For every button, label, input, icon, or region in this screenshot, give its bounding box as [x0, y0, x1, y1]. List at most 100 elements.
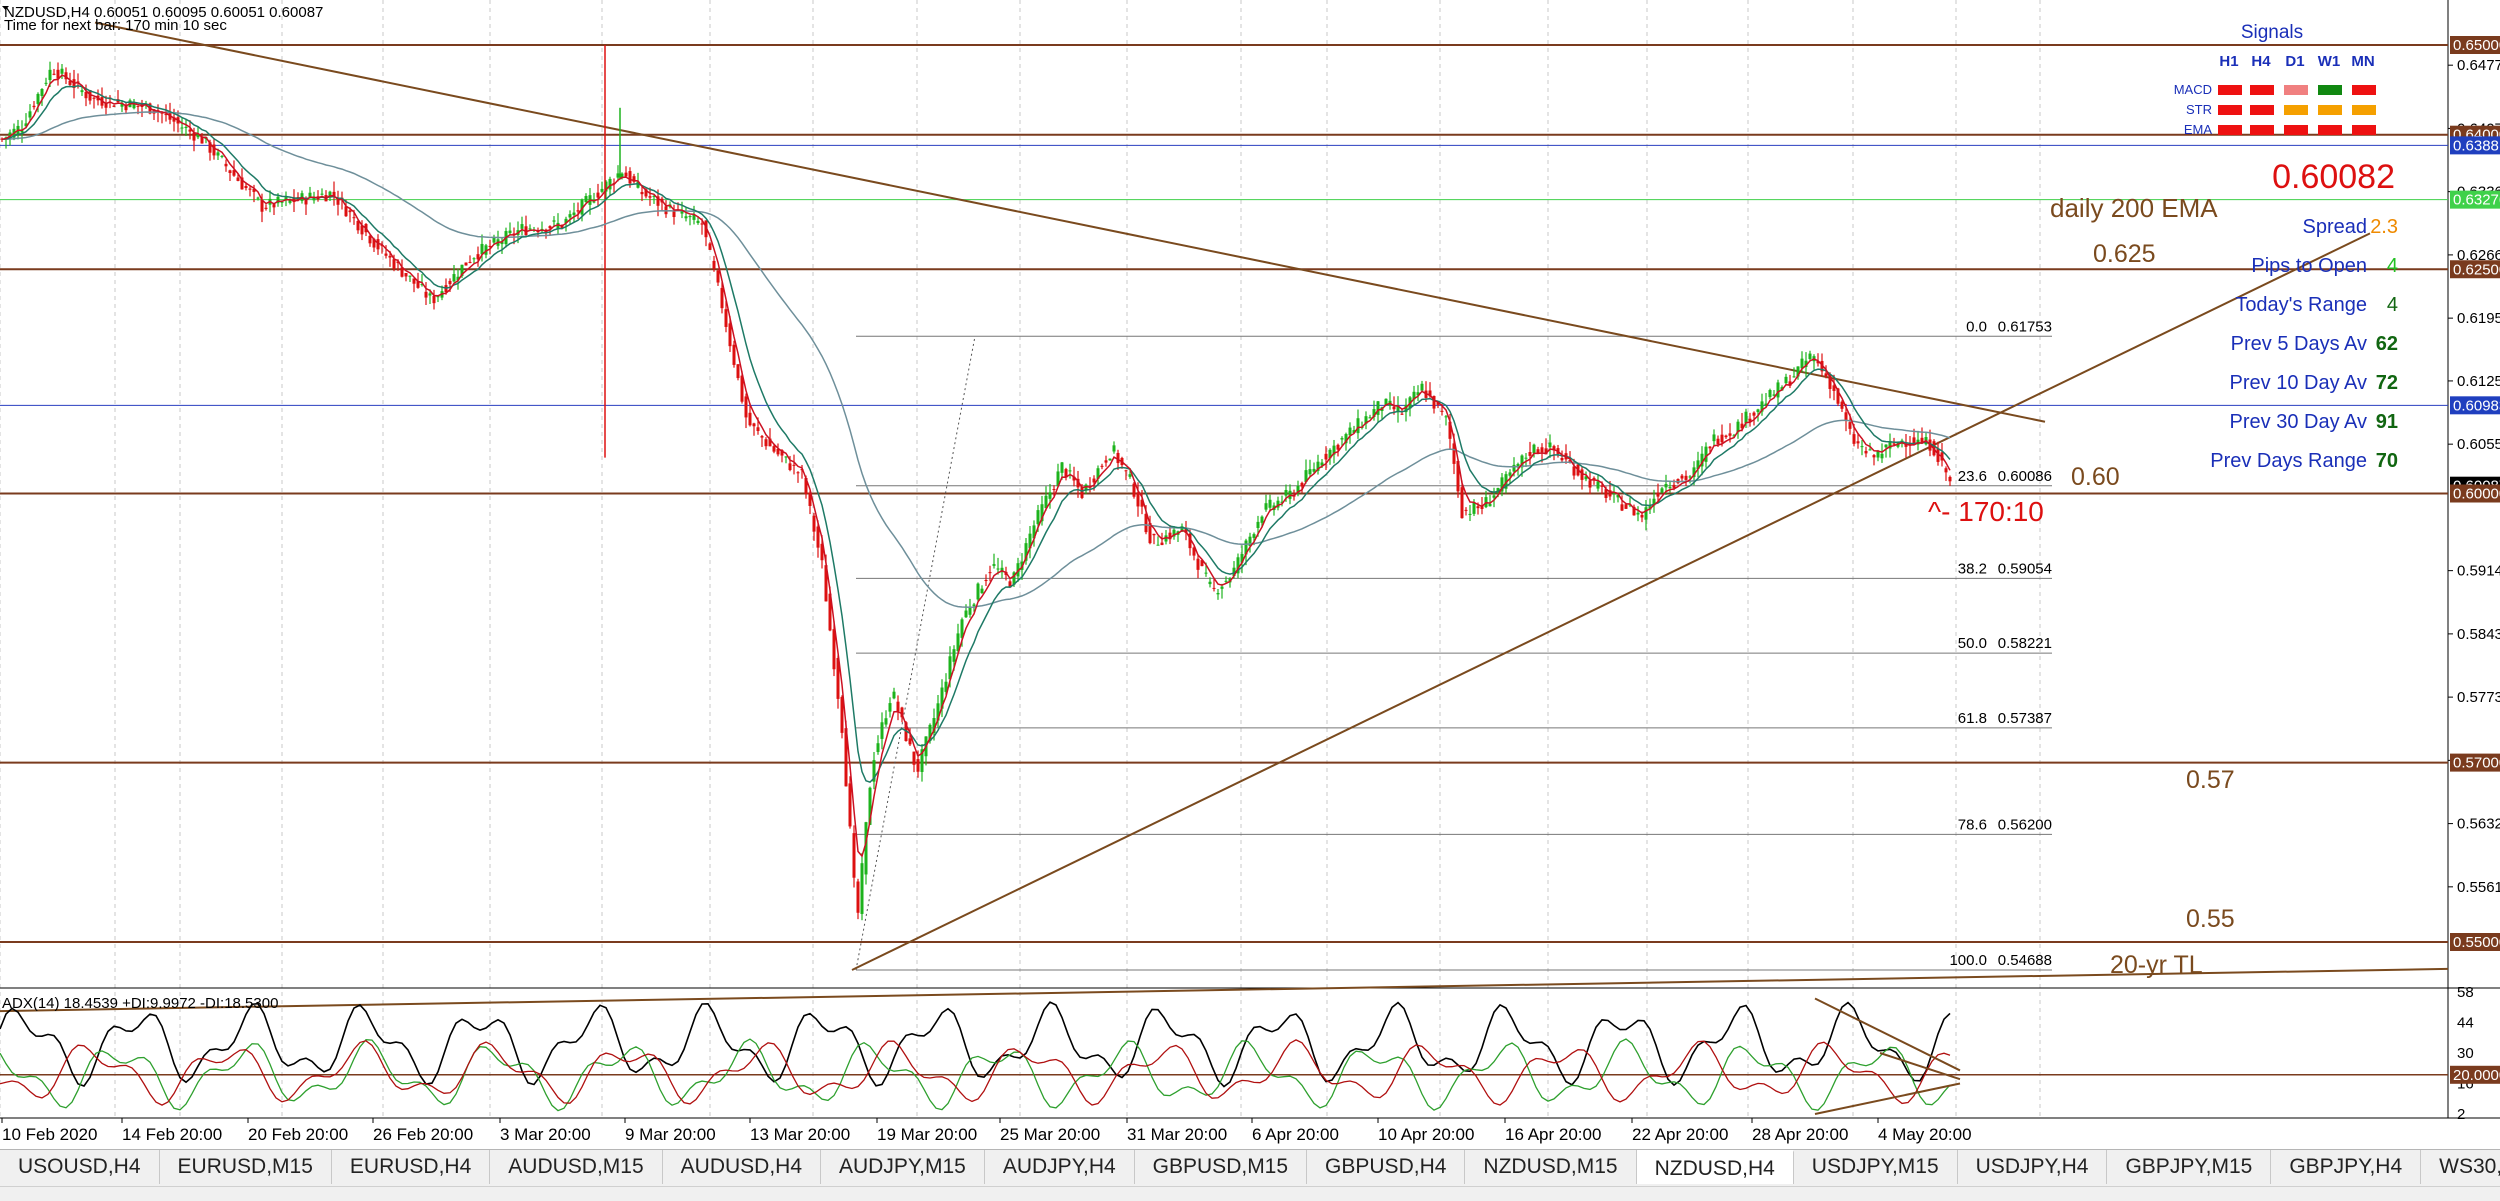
time-axis-label: 4 May 20:00 — [1878, 1125, 1972, 1144]
price-chart[interactable]: 0.61753 0.0 0.60086 23.6 0.59054 38.2 0.58221 5… — [0, 0, 2500, 1148]
candle-body — [1348, 427, 1352, 436]
candle-body — [844, 728, 848, 787]
todays-range-label: Today's Range — [2235, 294, 2367, 316]
chart-tab[interactable]: USDJPY,H4 — [1958, 1150, 2108, 1184]
candle-body — [1204, 572, 1208, 574]
candle-body — [1480, 505, 1484, 509]
candle-body — [1412, 391, 1416, 400]
candle-body — [892, 691, 896, 699]
candle-body — [1644, 507, 1648, 520]
candle-body — [1776, 382, 1780, 398]
fibo-level-label: 0.56200 — [1998, 816, 2052, 833]
candle-body — [1524, 457, 1528, 459]
candle-body — [556, 222, 560, 229]
candle-body — [1796, 366, 1800, 377]
chart-tab[interactable]: AUDUSD,H4 — [663, 1150, 821, 1184]
candle-body — [404, 272, 408, 277]
prev30-label: Prev 30 Day Av — [2230, 411, 2367, 433]
plot-layer: 0.61753 0.0 0.60086 23.6 0.59054 38.2 0.58221 5… — [0, 0, 2500, 1119]
chart-tab[interactable]: GBPUSD,H4 — [1307, 1150, 1466, 1184]
candle-body — [484, 245, 488, 255]
pips-to-open-label: Pips to Open — [2251, 255, 2367, 277]
candle-body — [1136, 492, 1140, 507]
candle-body — [1608, 490, 1612, 497]
candle-body — [1672, 484, 1676, 488]
price-axis-label: 0.61255 — [2457, 373, 2500, 390]
candle-body — [1328, 449, 1332, 459]
adx-trendline — [1814, 997, 1961, 1072]
candle-body — [864, 822, 868, 875]
chart-tab[interactable]: EURUSD,H4 — [332, 1150, 491, 1184]
candle-body — [8, 132, 12, 138]
candle-body — [1232, 567, 1236, 576]
candle-body — [1880, 453, 1884, 459]
candle-body — [1612, 492, 1616, 494]
chart-tab[interactable]: GBPJPY,M15 — [2107, 1150, 2272, 1184]
candle-body — [1064, 469, 1068, 478]
candle-body — [492, 237, 496, 243]
candle-body — [1040, 504, 1044, 522]
adx-axis-label: 44 — [2457, 1015, 2474, 1032]
candle-body — [584, 196, 588, 203]
fibo-level-label: 0.59054 — [1998, 560, 2052, 577]
signal-row-label: MACD — [2174, 82, 2212, 97]
candle-body — [928, 724, 932, 742]
candle-body — [784, 456, 788, 458]
candle-body — [636, 181, 640, 188]
candle-body — [1704, 446, 1708, 462]
candle-body — [1496, 487, 1500, 493]
candle-body — [1800, 358, 1804, 369]
candle-body — [420, 284, 424, 286]
candle-body — [396, 261, 400, 264]
chart-tab[interactable]: AUDUSD,M15 — [490, 1150, 663, 1184]
chart-tab[interactable]: AUDJPY,H4 — [985, 1150, 1135, 1184]
candle-body — [1936, 448, 1940, 462]
candle-body — [248, 188, 252, 190]
candle-body — [1664, 483, 1668, 488]
candle-body — [952, 649, 956, 662]
chart-tab[interactable]: GBPUSD,M15 — [1135, 1150, 1308, 1184]
candle-body — [48, 69, 52, 80]
chart-tab[interactable]: WS30,M15 — [2421, 1150, 2500, 1184]
chart-tab[interactable]: NZDUSD,M15 — [1465, 1150, 1637, 1184]
candle-body — [20, 130, 24, 133]
candle-body — [164, 114, 168, 116]
chart-tab[interactable]: NZDUSD,H4 — [1636, 1150, 1794, 1184]
prev10-value: 72 — [2376, 372, 2398, 394]
candle-body — [788, 463, 792, 470]
candle-body — [132, 103, 136, 109]
candle-body — [228, 170, 232, 174]
candle-body — [1264, 503, 1268, 510]
candle-body — [1680, 475, 1684, 479]
candle-body — [1460, 487, 1464, 519]
collapse-triangle-icon[interactable] — [2, 6, 9, 10]
candle-body — [1508, 472, 1512, 476]
chart-tab-bar: USOUSD,H4 EURUSD,M15 EURUSD,H4 AUDUSD,M15 AU… — [0, 1149, 2500, 1186]
candle-body — [1752, 412, 1756, 416]
signal-cell — [2250, 125, 2274, 135]
signal-column-header: D1 — [2285, 53, 2304, 70]
chart-tab[interactable]: AUDJPY,M15 — [821, 1150, 985, 1184]
candle-body — [1836, 388, 1840, 404]
candle-body — [1948, 476, 1952, 482]
candle-body — [848, 783, 852, 827]
time-axis-label: 22 Apr 20:00 — [1632, 1125, 1728, 1144]
candle-body — [1624, 504, 1628, 509]
bar-countdown-label: ^- 170:10 — [1928, 496, 2044, 527]
chart-tab[interactable]: GBPJPY,H4 — [2271, 1150, 2422, 1184]
chart-tab[interactable]: USDJPY,M15 — [1794, 1150, 1958, 1184]
candle-body — [1444, 416, 1448, 418]
candle-body — [644, 189, 648, 197]
candle-body — [752, 423, 756, 427]
candle-body — [1340, 438, 1344, 440]
candle-body — [188, 129, 192, 132]
candle-body — [656, 196, 660, 206]
prev10-label: Prev 10 Day Av — [2230, 372, 2367, 394]
chart-tab[interactable]: USOUSD,H4 — [0, 1150, 160, 1184]
price-tag — [2450, 484, 2500, 503]
chart-tab[interactable]: EURUSD,M15 — [160, 1150, 332, 1184]
candle-body — [312, 196, 316, 201]
